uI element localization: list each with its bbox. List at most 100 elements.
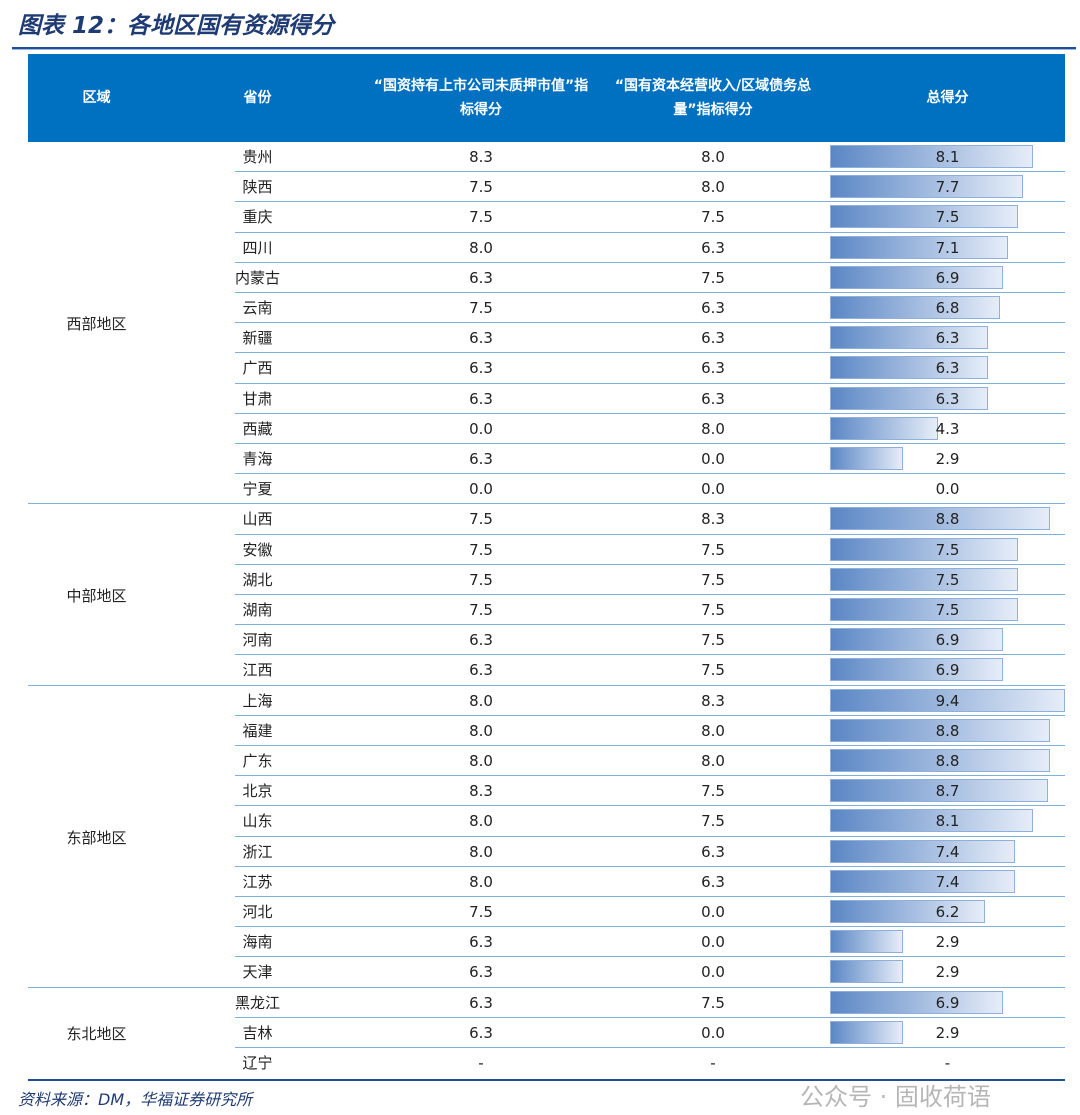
total-score-bar (830, 749, 1050, 772)
table-row: 海南 6.3 0.0 2.9 (28, 927, 1065, 958)
table-row: 上海 8.0 8.3 9.4 (28, 686, 1065, 716)
income-debt-score-cell: 7.5 (701, 812, 725, 831)
market-value-score-cell: 7.5 (469, 601, 493, 619)
row-divider (235, 201, 1065, 203)
province-cell: 辽宁 (242, 1054, 273, 1072)
row-divider (235, 291, 1065, 293)
income-debt-score-cell: 7.5 (701, 782, 725, 801)
total-score-bar (830, 628, 1003, 652)
income-debt-score-cell: 7.5 (701, 993, 725, 1012)
market-value-score-cell: 8.0 (469, 842, 493, 861)
province-cell: 海南 (242, 933, 273, 952)
row-divider (235, 563, 1065, 565)
province-cell: 内蒙古 (234, 268, 280, 287)
row-divider (235, 865, 1065, 867)
province-cell: 山西 (242, 510, 273, 529)
total-score-cell: 6.8 (935, 299, 960, 317)
income-debt-score-cell: 8.0 (701, 752, 725, 770)
total-score-cell: 6.9 (935, 993, 960, 1012)
market-value-score-cell: 6.3 (469, 450, 493, 468)
market-value-score-cell: 6.3 (469, 389, 493, 408)
total-score-cell: 6.2 (935, 903, 960, 921)
table-row: 青海 6.3 0.0 2.9 (28, 444, 1065, 475)
table-row: 河南 6.3 7.5 6.9 (28, 625, 1065, 656)
table-header: 区域 省份 “国资持有上市公司未质押市值”指标得分 “国有资本经营收入/区域债务… (28, 54, 1065, 142)
market-value-score-cell: 8.0 (469, 721, 493, 740)
table-row: 广东 8.0 8.0 8.8 (28, 746, 1065, 777)
income-debt-score-cell: 0.0 (701, 903, 725, 921)
total-score-bar (830, 779, 1048, 803)
row-divider (235, 231, 1065, 233)
province-cell: 河南 (242, 631, 273, 650)
total-score-bar (830, 839, 1015, 863)
income-debt-score-cell: 0.0 (701, 480, 725, 499)
row-divider (235, 956, 1065, 958)
row-divider (235, 1046, 1065, 1048)
province-cell: 上海 (242, 691, 273, 710)
title-divider (12, 47, 1076, 50)
income-debt-score-cell: 0.0 (701, 933, 725, 952)
table-row: 辽宁 - - - (28, 1048, 1065, 1078)
market-value-score-cell: 6.3 (469, 359, 493, 378)
row-divider (235, 624, 1065, 626)
table-row: 四川 8.0 6.3 7.1 (28, 233, 1065, 263)
income-debt-score-cell: 6.3 (701, 872, 725, 891)
total-score-cell: 6.9 (935, 268, 960, 287)
table-row: 贵州 8.3 8.0 8.1 (28, 142, 1065, 173)
market-value-score-cell: 8.0 (469, 691, 493, 710)
income-debt-score-cell: 7.5 (701, 570, 725, 589)
table-row: 广西 6.3 6.3 6.3 (28, 353, 1065, 384)
market-value-score-cell: 0.0 (469, 480, 493, 499)
income-debt-score-cell: 0.0 (701, 963, 725, 982)
total-score-cell: 2.9 (935, 1023, 960, 1042)
total-score-bar (830, 416, 938, 440)
table-row: 甘肃 6.3 6.3 6.3 (28, 384, 1065, 414)
total-score-bar (830, 809, 1033, 833)
income-debt-score-cell: 8.0 (701, 178, 725, 197)
market-value-score-cell: 6.3 (469, 631, 493, 650)
total-score-cell: - (944, 1054, 951, 1072)
total-score-bar (830, 235, 1008, 259)
province-cell: 陕西 (242, 178, 273, 197)
total-score-bar (830, 658, 1003, 682)
income-debt-score-cell: 8.3 (701, 691, 725, 710)
total-score-bar (830, 869, 1015, 893)
total-score-cell: 9.4 (935, 691, 960, 710)
row-divider (235, 352, 1065, 354)
row-divider (235, 1016, 1065, 1018)
market-value-score-cell: 8.3 (469, 782, 493, 801)
table-row: 黑龙江 6.3 7.5 6.9 (28, 988, 1065, 1018)
total-score-cell: 7.7 (935, 178, 960, 197)
province-cell: 北京 (242, 782, 273, 801)
market-value-score-cell: 6.3 (469, 661, 493, 680)
table-row: 云南 7.5 6.3 6.8 (28, 293, 1065, 324)
market-value-score-cell: 7.5 (469, 903, 493, 921)
income-debt-score-cell: 6.3 (701, 299, 725, 317)
header-total: 总得分 (926, 90, 969, 106)
table-row: 山西 7.5 8.3 8.8 (28, 504, 1065, 535)
total-score-bar (830, 265, 1003, 289)
market-value-score-cell: 8.0 (469, 872, 493, 891)
market-value-score-cell: 6.3 (469, 1023, 493, 1042)
market-value-score-cell: 7.5 (469, 540, 493, 559)
header-market-value: “国资持有上市公司未质押市值”指标得分 (373, 78, 589, 118)
header-province: 省份 (243, 90, 272, 106)
table-row: 天津 6.3 0.0 2.9 (28, 957, 1065, 988)
table-row: 浙江 8.0 6.3 7.4 (28, 837, 1065, 867)
total-score-cell: 7.5 (935, 208, 960, 227)
income-debt-score-cell: 7.5 (701, 208, 725, 227)
source-note: 资料来源：DM，华福证券研究所 (18, 1090, 253, 1109)
province-cell: 青海 (242, 450, 273, 468)
table-row: 河北 7.5 0.0 6.2 (28, 897, 1065, 928)
total-score-bar (830, 386, 988, 410)
row-divider (235, 533, 1065, 535)
province-cell: 广西 (242, 359, 273, 378)
market-value-score-cell: 7.5 (469, 510, 493, 529)
table-row: 湖南 7.5 7.5 7.5 (28, 595, 1065, 626)
income-debt-score-cell: 0.0 (701, 1023, 725, 1042)
total-score-bar (830, 567, 1018, 591)
region-divider (28, 986, 1065, 988)
province-cell: 福建 (242, 721, 273, 740)
total-score-cell: 6.3 (935, 359, 960, 378)
market-value-score-cell: 7.5 (469, 570, 493, 589)
